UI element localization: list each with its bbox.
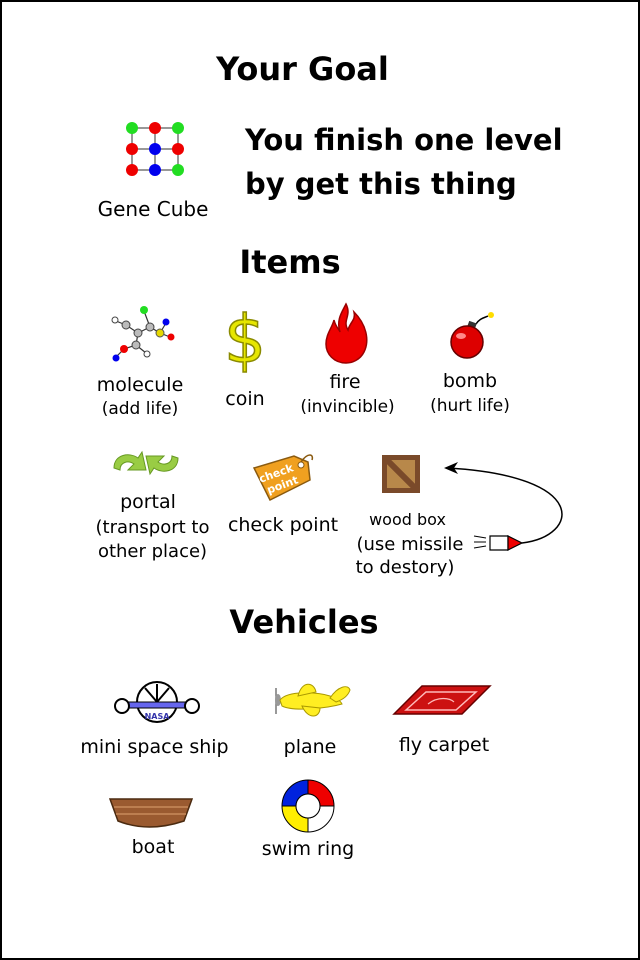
swim-ring-label: swim ring (261, 838, 355, 860)
goal-line-1: You finish one level (245, 123, 563, 157)
coin-icon: $ (223, 300, 267, 379)
fire-label: fire (329, 371, 361, 393)
molecule-icon (111, 306, 175, 362)
molecule-desc: (add life) (101, 399, 179, 419)
space-ship-label: mini space ship (80, 736, 229, 758)
wood-box-desc-2: to destory) (355, 557, 455, 578)
fire-icon (325, 302, 368, 364)
coin-label: coin (225, 388, 265, 410)
plane-icon (275, 683, 351, 717)
portal-label: portal (120, 491, 176, 513)
plane-label: plane (283, 736, 337, 758)
missile-arrow-diagram (444, 462, 563, 551)
boat-icon (108, 798, 194, 828)
wood-box-label: wood box (369, 510, 446, 529)
portal-desc-1: (transport to (95, 517, 210, 538)
gene-cube-icon (126, 122, 184, 176)
checkpoint-tag-icon: check point (252, 454, 314, 502)
items-heading: Items (239, 243, 341, 281)
bomb-label: bomb (442, 370, 498, 392)
fly-carpet-label: fly carpet (398, 734, 490, 756)
nasa-badge: NASA (145, 712, 171, 721)
portal-icon (113, 450, 179, 476)
curved-arrow-icon (447, 467, 563, 544)
goal-line-2: by get this thing (245, 167, 517, 201)
bomb-icon (450, 312, 494, 359)
gene-cube-label: Gene Cube (97, 197, 209, 221)
carpet-icon (392, 685, 492, 715)
missile-icon (473, 535, 524, 551)
checkpoint-label: check point (227, 514, 339, 536)
goal-heading: Your Goal (216, 50, 389, 88)
molecule-label: molecule (96, 374, 184, 396)
svg-text:$: $ (224, 301, 266, 378)
wood-box-icon (382, 455, 420, 493)
fire-desc: (invincible) (300, 397, 395, 417)
arrow-head-icon (444, 462, 458, 474)
bomb-desc: (hurt life) (430, 396, 510, 416)
portal-desc-2: other place) (97, 541, 208, 562)
boat-label: boat (131, 836, 175, 858)
space-ship-icon: NASA (114, 681, 200, 723)
vehicles-heading: Vehicles (229, 603, 379, 641)
wood-box-desc-1: (use missile (356, 534, 464, 555)
swim-ring-icon (281, 779, 335, 833)
